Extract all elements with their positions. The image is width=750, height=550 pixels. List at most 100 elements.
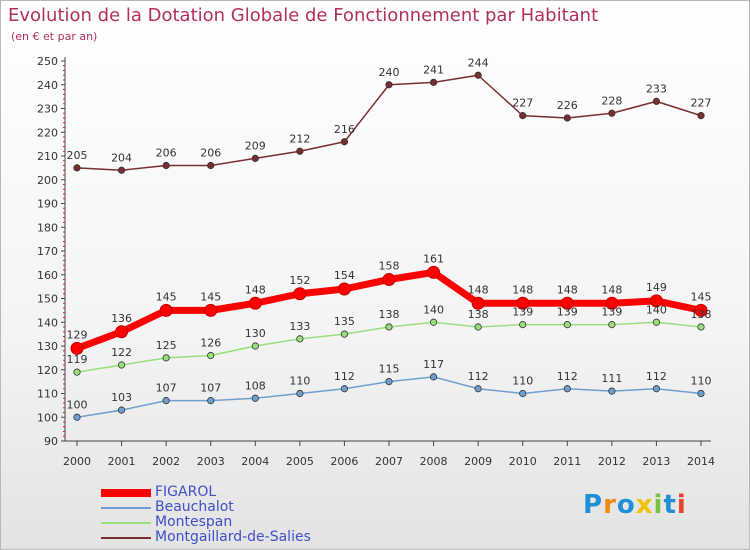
data-point <box>73 164 81 172</box>
data-point <box>296 389 304 398</box>
legend-label: Montgaillard-de-Salies <box>155 529 311 545</box>
data-point <box>159 303 173 317</box>
data-label: 139 <box>557 306 578 319</box>
data-label: 140 <box>423 303 444 316</box>
data-point <box>385 378 393 386</box>
data-point <box>519 321 527 329</box>
data-point <box>474 385 482 393</box>
data-point <box>652 385 661 393</box>
data-label: 212 <box>289 132 310 145</box>
data-point <box>697 389 705 398</box>
data-label: 129 <box>67 328 88 341</box>
data-point <box>117 406 126 414</box>
legend-swatch <box>101 536 151 539</box>
data-point <box>694 303 708 317</box>
legend-swatch <box>101 488 151 497</box>
x-tick-label: 2008 <box>420 455 448 468</box>
data-label: 140 <box>646 303 667 316</box>
x-tick-label: 2007 <box>375 455 403 468</box>
data-label: 135 <box>334 315 355 328</box>
x-tick-label: 2010 <box>509 455 537 468</box>
data-point <box>697 323 705 331</box>
logo-letter: x <box>635 490 654 520</box>
data-point <box>340 330 349 338</box>
data-label: 145 <box>156 290 177 303</box>
data-point <box>115 325 129 339</box>
data-label: 233 <box>646 82 667 95</box>
legend-label: Montespan <box>155 514 233 530</box>
data-label: 241 <box>423 63 444 76</box>
chart-subtitle: (en € et par an) <box>11 30 98 43</box>
legend-swatch <box>101 521 151 524</box>
data-point <box>563 114 571 122</box>
y-tick-label: 150 <box>37 293 58 306</box>
y-tick-label: 230 <box>37 103 58 116</box>
data-label: 206 <box>200 147 221 160</box>
chart-data-labels: 205 204 206 206 209 212 216 240 241 244 227 226 228 2… <box>67 56 712 411</box>
y-tick-label: 190 <box>37 198 58 211</box>
data-point <box>207 351 215 360</box>
logo-letter: o <box>616 490 636 520</box>
data-point <box>560 296 574 310</box>
data-point <box>519 112 527 120</box>
data-label: 138 <box>468 308 489 321</box>
x-tick-label: 2003 <box>197 455 225 468</box>
y-tick-label: 240 <box>37 79 58 92</box>
data-label: 228 <box>601 94 622 107</box>
y-tick-label: 220 <box>37 126 58 139</box>
data-label: 205 <box>67 149 88 162</box>
data-point <box>652 97 661 105</box>
data-point <box>162 397 170 405</box>
data-point <box>608 387 616 395</box>
x-tick-label: 2009 <box>464 455 492 468</box>
proxiti-logo: Proxiti <box>583 490 687 520</box>
data-point <box>251 394 259 402</box>
data-label: 100 <box>67 398 88 411</box>
data-label: 133 <box>289 320 310 333</box>
y-tick-label: 120 <box>37 364 58 377</box>
legend-label: FIGAROL <box>155 484 217 500</box>
data-point <box>608 109 616 117</box>
data-label: 227 <box>691 97 712 110</box>
data-label: 112 <box>334 370 355 383</box>
data-label: 154 <box>334 269 355 282</box>
data-point <box>429 78 438 86</box>
data-label: 108 <box>245 379 266 392</box>
data-label: 138 <box>379 308 400 321</box>
data-label: 152 <box>289 274 310 287</box>
y-tick-label: 110 <box>37 388 58 401</box>
data-point <box>296 335 304 343</box>
x-tick-label: 2000 <box>63 455 91 468</box>
data-label: 130 <box>245 327 266 340</box>
data-label: 119 <box>67 353 88 366</box>
y-tick-label: 140 <box>37 316 58 329</box>
logo-letter: r <box>603 490 617 520</box>
data-point <box>385 323 393 331</box>
data-label: 227 <box>512 97 533 110</box>
x-tick-label: 2002 <box>152 455 180 468</box>
data-label: 117 <box>423 358 444 371</box>
y-tick-label: 170 <box>37 245 58 258</box>
data-label: 111 <box>601 372 622 385</box>
y-tick-label: 180 <box>37 221 58 234</box>
data-label: 148 <box>468 283 489 296</box>
data-label: 161 <box>423 252 444 265</box>
chart-axes: 90 100 110 120 130 140 150 160 170 180 190 200 210 22… <box>37 55 715 468</box>
data-label: 206 <box>156 147 177 160</box>
data-label: 110 <box>289 375 310 388</box>
data-point <box>162 161 170 170</box>
data-point <box>382 273 396 286</box>
data-point <box>340 138 349 146</box>
x-tick-label: 2006 <box>330 455 358 468</box>
data-label: 103 <box>111 391 132 404</box>
data-label: 112 <box>468 370 489 383</box>
logo-letter: i <box>676 490 687 520</box>
logo-letter: i <box>653 490 664 520</box>
logo-letter: t <box>663 490 677 520</box>
data-point <box>649 294 663 308</box>
chart-points <box>70 71 708 421</box>
data-label: 204 <box>111 151 132 164</box>
data-point <box>73 413 81 421</box>
data-label: 122 <box>111 346 132 359</box>
data-point <box>340 385 349 393</box>
